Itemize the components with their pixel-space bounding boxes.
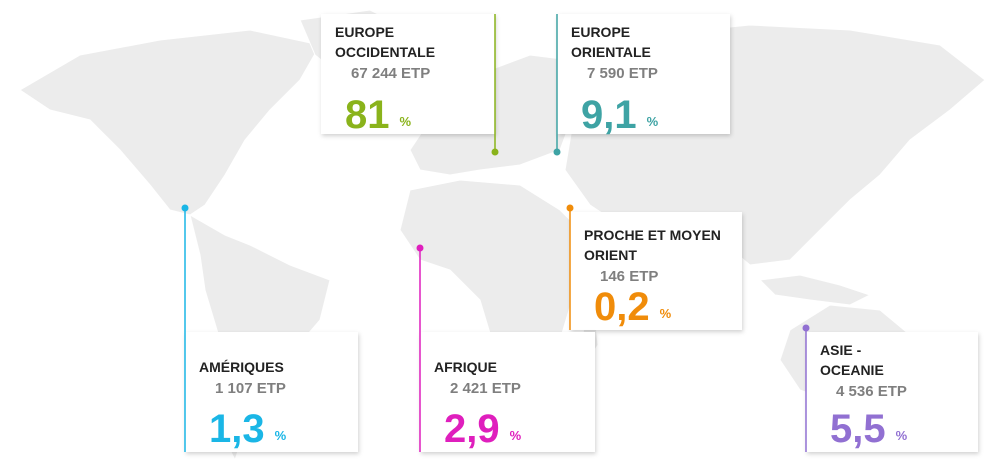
- callout-box: [321, 14, 495, 134]
- percent-sign: %: [896, 428, 908, 443]
- region-name: ORIENT: [584, 247, 637, 263]
- percent-sign: %: [275, 428, 287, 443]
- location-dot: [566, 204, 574, 212]
- etp-count: 2 421 ETP: [450, 380, 521, 397]
- region-name: OCEANIE: [820, 362, 884, 378]
- percent-value: 0,2: [594, 285, 650, 329]
- region-callout: ASIE - OCEANIE 4 536 ETP 5,5%: [802, 324, 978, 452]
- percent-sign: %: [647, 114, 659, 129]
- percent-value: 2,9: [444, 407, 500, 451]
- region-callout: AMÉRIQUES 1 107 ETP 1,3%: [181, 204, 358, 452]
- region-callout: EUROPE OCCIDENTALE 67 244 ETP 81%: [321, 14, 499, 156]
- location-dot: [802, 324, 810, 332]
- region-name: AMÉRIQUES: [199, 359, 284, 375]
- percent-value: 9,1: [581, 93, 637, 137]
- indonesia: [758, 274, 872, 306]
- percent-sign: %: [660, 306, 672, 321]
- percent-value: 81: [345, 93, 390, 137]
- callout-box: [570, 212, 742, 330]
- etp-count: 4 536 ETP: [836, 383, 907, 400]
- etp-count: 146 ETP: [600, 268, 658, 285]
- etp-count: 1 107 ETP: [215, 380, 286, 397]
- location-dot: [181, 204, 189, 212]
- callouts: EUROPE OCCIDENTALE 67 244 ETP 81 % EUROPE ORIE…: [181, 14, 978, 452]
- region-name: ORIENTALE: [571, 44, 651, 60]
- region-name: AFRIQUE: [434, 359, 497, 375]
- region-name: EUROPE: [335, 24, 394, 40]
- percent-value: 1,3: [209, 407, 265, 451]
- percent-value: 5,5: [830, 407, 886, 451]
- etp-count: 67 244 ETP: [351, 65, 430, 82]
- region-name: ASIE -: [820, 342, 862, 358]
- percent-sign: %: [510, 428, 522, 443]
- callout-box: [420, 332, 595, 452]
- percent-sign: %: [400, 114, 412, 129]
- location-dot: [416, 244, 424, 252]
- callout-box: [806, 332, 978, 452]
- callout-box: [557, 14, 730, 134]
- region-name: EUROPE: [571, 24, 630, 40]
- callout-box: [185, 332, 358, 452]
- etp-count: 7 590 ETP: [587, 65, 658, 82]
- region-name: PROCHE ET MOYEN: [584, 227, 721, 243]
- north-america: [19, 29, 321, 216]
- region-callout: AFRIQUE 2 421 ETP 2,9%: [416, 244, 595, 452]
- location-dot: [491, 148, 499, 156]
- region-callout: EUROPE ORIENTALE 7 590 ETP 9,1%: [553, 14, 730, 156]
- location-dot: [553, 148, 561, 156]
- region-name: OCCIDENTALE: [335, 44, 435, 60]
